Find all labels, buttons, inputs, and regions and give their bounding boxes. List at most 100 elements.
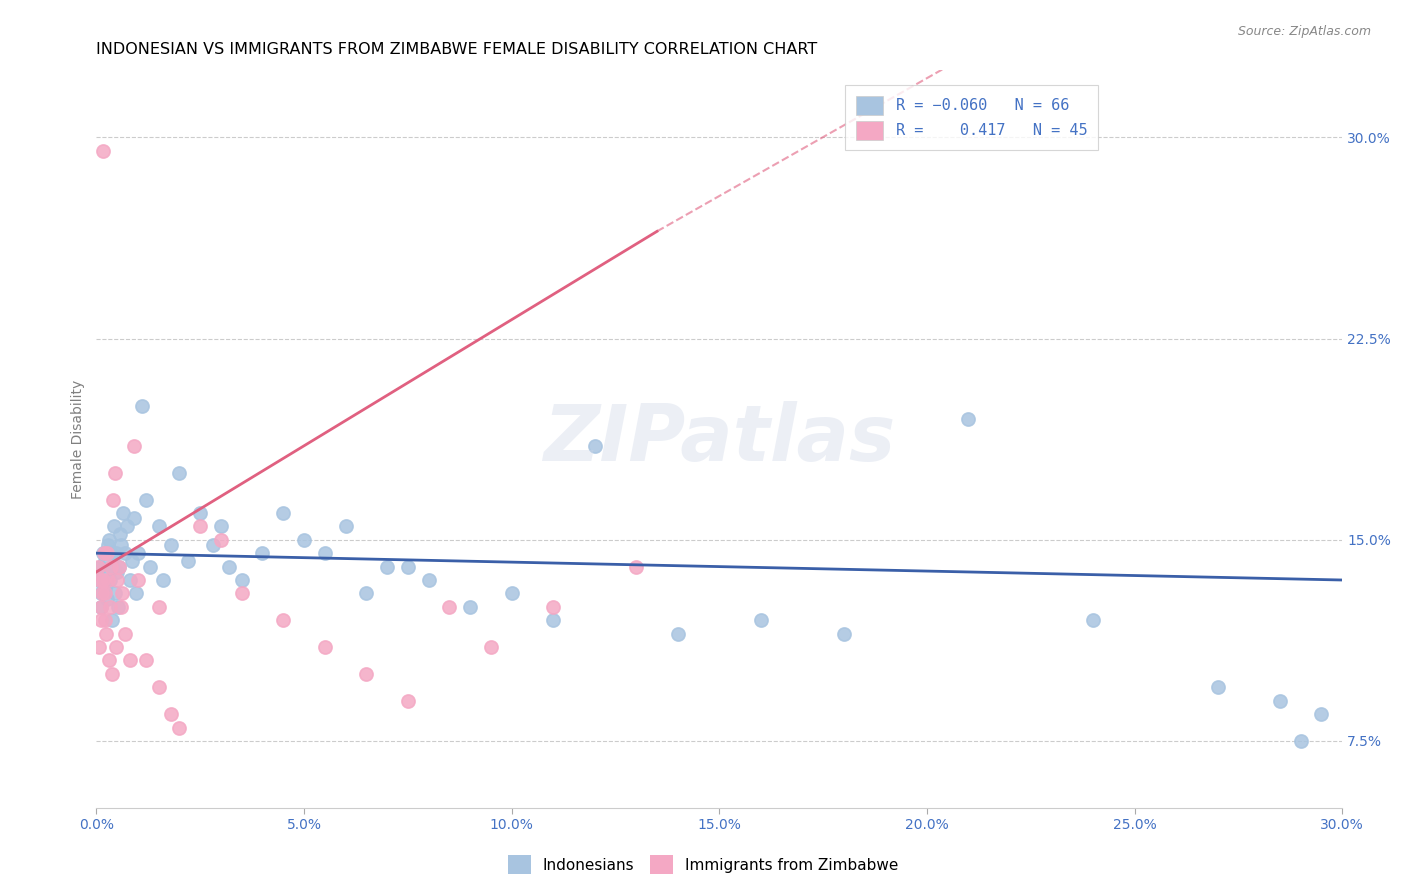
Point [89, 599, 111, 614]
Point [94, 613, 117, 627]
Point [105, 573, 128, 587]
Point [93, 546, 115, 560]
Point [396, 694, 419, 708]
Point [152, 573, 174, 587]
Point [160, 538, 183, 552]
Point [541, 599, 564, 614]
Point [832, 626, 855, 640]
Point [127, 573, 149, 587]
Point [122, 439, 145, 453]
Point [110, 538, 132, 552]
Point [209, 533, 232, 547]
Point [160, 707, 183, 722]
Point [169, 721, 191, 735]
Point [201, 538, 224, 552]
Point [135, 653, 157, 667]
Point [749, 613, 772, 627]
Point [114, 626, 136, 640]
Point [94, 626, 117, 640]
Point [396, 559, 419, 574]
Point [90, 586, 112, 600]
Point [271, 506, 294, 520]
Point [97, 573, 120, 587]
Point [96, 546, 118, 560]
Point [957, 412, 980, 426]
Point [1268, 694, 1291, 708]
Point [356, 586, 378, 600]
Point [101, 492, 124, 507]
Point [114, 546, 136, 560]
Point [583, 439, 606, 453]
Point [93, 586, 115, 600]
Point [666, 626, 689, 640]
Point [98, 599, 121, 614]
Point [479, 640, 502, 654]
Point [541, 613, 564, 627]
Point [252, 546, 274, 560]
Point [101, 666, 124, 681]
Point [501, 586, 523, 600]
Point [271, 613, 294, 627]
Point [335, 519, 357, 533]
Point [314, 640, 336, 654]
Point [93, 573, 115, 587]
Point [148, 681, 170, 695]
Point [375, 559, 398, 574]
Point [131, 399, 153, 413]
Point [122, 511, 145, 525]
Point [218, 559, 240, 574]
Point [93, 554, 115, 568]
Point [91, 144, 114, 158]
Point [169, 466, 191, 480]
Point [105, 640, 128, 654]
Point [135, 492, 157, 507]
Point [90, 586, 112, 600]
Point [89, 599, 111, 614]
Text: INDONESIAN VS IMMIGRANTS FROM ZIMBABWE FEMALE DISABILITY CORRELATION CHART: INDONESIAN VS IMMIGRANTS FROM ZIMBABWE F… [97, 42, 818, 57]
Point [118, 573, 141, 587]
Point [148, 599, 170, 614]
Legend: R = −0.060   N = 66, R =    0.417   N = 45: R = −0.060 N = 66, R = 0.417 N = 45 [845, 86, 1098, 150]
Point [231, 573, 253, 587]
Point [231, 586, 253, 600]
Point [98, 573, 121, 587]
Point [314, 546, 336, 560]
Point [94, 581, 117, 595]
Point [97, 533, 120, 547]
Point [439, 599, 461, 614]
Point [108, 559, 131, 574]
Point [110, 527, 132, 541]
Point [148, 519, 170, 533]
Point [100, 546, 122, 560]
Point [1289, 734, 1312, 748]
Point [117, 519, 139, 533]
Point [292, 533, 315, 547]
Point [188, 506, 211, 520]
Point [356, 666, 378, 681]
Point [101, 559, 124, 574]
Point [1310, 707, 1333, 722]
Point [1081, 613, 1104, 627]
Point [139, 559, 162, 574]
Point [93, 565, 115, 579]
Point [105, 565, 128, 579]
Point [121, 554, 143, 568]
Point [90, 613, 112, 627]
Point [127, 546, 149, 560]
Point [125, 586, 148, 600]
Point [101, 613, 124, 627]
Point [87, 573, 110, 587]
Point [100, 559, 122, 574]
Point [118, 653, 141, 667]
Point [105, 546, 128, 560]
Point [209, 519, 232, 533]
Point [97, 538, 120, 552]
Point [108, 559, 131, 574]
Point [111, 586, 134, 600]
Point [107, 599, 129, 614]
Point [89, 640, 111, 654]
Point [89, 559, 111, 574]
Text: Source: ZipAtlas.com: Source: ZipAtlas.com [1237, 25, 1371, 38]
Point [103, 519, 125, 533]
Point [91, 546, 114, 560]
